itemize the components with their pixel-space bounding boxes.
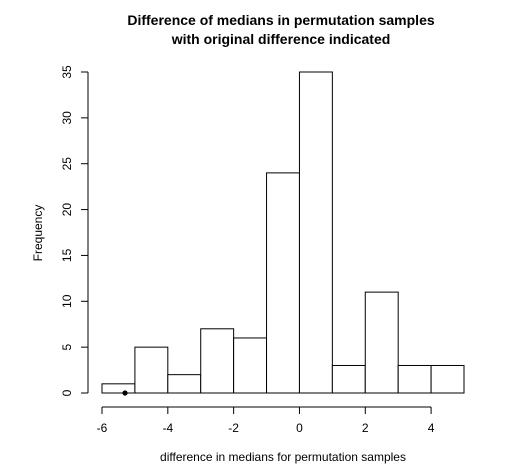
y-axis-label: Frequency <box>31 205 45 262</box>
marker-layer <box>122 390 128 396</box>
y-tick-label-3: 15 <box>60 248 74 262</box>
original-difference-point <box>122 390 128 396</box>
histogram-bar-0 <box>101 383 136 394</box>
y-tick-label-0: 0 <box>60 389 74 396</box>
x-tick-label-2: -2 <box>228 421 239 435</box>
y-tick-label-7: 35 <box>60 65 74 79</box>
chart-title-line-1: Difference of medians in permutation sam… <box>127 12 435 28</box>
y-tick-label-2: 10 <box>60 294 74 308</box>
y-tick-label-1: 5 <box>60 343 74 350</box>
histogram-bar-5 <box>266 172 300 394</box>
histogram-bar-1 <box>134 346 169 394</box>
y-tick-label-5: 25 <box>60 157 74 171</box>
x-tick-label-3: 0 <box>296 421 303 435</box>
histogram-bars <box>101 71 465 394</box>
histogram-bar-3 <box>200 328 235 394</box>
x-axis: -6 -4 -2 0 2 4 <box>97 406 435 435</box>
y-tick-label-4: 20 <box>60 203 74 217</box>
x-tick-label-4: 2 <box>362 421 369 435</box>
y-tick-label-6: 30 <box>60 111 74 125</box>
histogram-bar-6 <box>298 71 333 394</box>
chart-title: Difference of medians in permutation sam… <box>127 12 435 47</box>
histogram-bar-2 <box>167 374 202 394</box>
x-tick-label-1: -4 <box>162 421 173 435</box>
x-axis-label: difference in medians for permutation sa… <box>160 450 406 464</box>
histogram-bar-4 <box>233 337 268 394</box>
histogram-bar-8 <box>364 291 399 394</box>
histogram-bar-9 <box>397 364 432 394</box>
histogram-bar-10 <box>430 364 465 394</box>
y-axis: 0 5 10 15 20 25 30 35 <box>60 65 89 396</box>
x-tick-label-0: -6 <box>97 421 108 435</box>
x-tick-label-5: 4 <box>428 421 435 435</box>
histogram-bar-7 <box>331 364 366 394</box>
chart-title-line-2: with original difference indicated <box>171 31 391 47</box>
